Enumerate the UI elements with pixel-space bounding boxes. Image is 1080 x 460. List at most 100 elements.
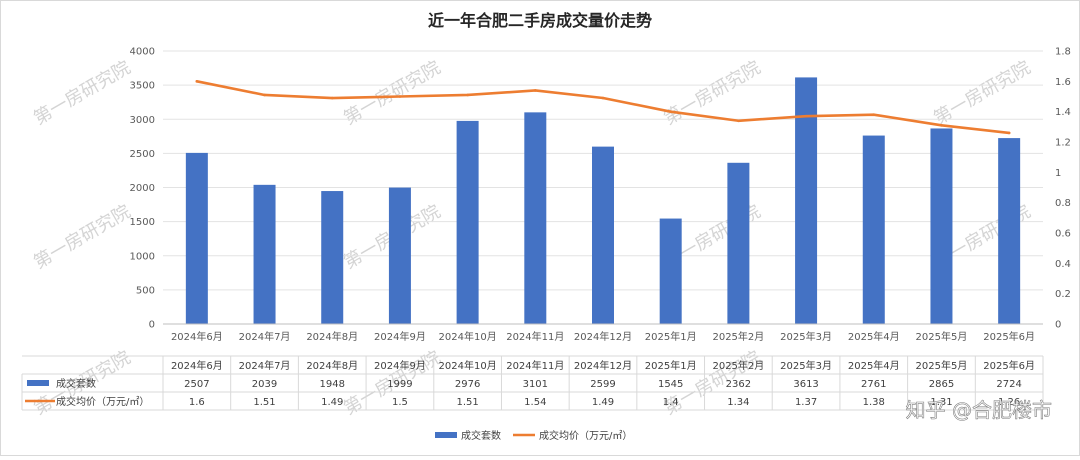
y-right-tick-label: 1.8: [1055, 47, 1071, 58]
line-point: [804, 114, 808, 118]
x-tick-label: 2024年6月: [171, 330, 223, 343]
bar: [524, 112, 547, 324]
bar: [862, 135, 885, 324]
x-tick-label: 2025年1月: [645, 330, 697, 343]
y-right-tick-label: 0.4: [1055, 259, 1071, 270]
table-cell: 1.31: [930, 397, 952, 408]
bar: [456, 120, 479, 324]
x-tick-label: 2024年9月: [374, 330, 426, 343]
table-cell: 1999: [387, 379, 412, 390]
table-cell: 2362: [726, 379, 751, 390]
y-left-tick-label: 4000: [130, 47, 155, 58]
table-cell: 1.49: [592, 397, 614, 408]
line-point: [601, 96, 605, 100]
table-header-cell: 2025年2月: [712, 359, 764, 372]
y-right-tick-label: 0.6: [1055, 229, 1071, 240]
x-tick-label: 2024年8月: [306, 330, 358, 343]
table-cell: 2507: [184, 379, 209, 390]
bar: [659, 218, 682, 324]
table-header-cell: 2025年1月: [645, 359, 697, 372]
table-cell: 1.5: [392, 397, 408, 408]
line-point: [195, 80, 199, 83]
bar: [185, 152, 208, 324]
x-tick-label: 2025年5月: [916, 330, 968, 343]
line-point: [330, 96, 334, 100]
credit-text: 知乎 @合肥楼市: [906, 398, 1052, 422]
table-header-cell: 2025年5月: [916, 359, 968, 372]
line-point: [1007, 131, 1011, 135]
bar: [795, 77, 818, 324]
table-header-cell: 2024年9月: [374, 359, 426, 372]
x-tick-label: 2024年11月: [506, 330, 564, 343]
y-right-tick-label: 0.2: [1055, 289, 1071, 300]
y-right-tick-label: 1: [1055, 168, 1061, 179]
table-cell: 1.49: [321, 397, 343, 408]
table-cell: 1.6: [189, 397, 205, 408]
table-cell: 2724: [996, 379, 1021, 390]
table-cell: 1.51: [253, 397, 275, 408]
line-point: [940, 124, 943, 127]
bar: [930, 128, 953, 324]
x-tick-label: 2025年2月: [712, 330, 764, 343]
bar: [253, 184, 276, 324]
y-right-tick-label: 1.4: [1055, 107, 1071, 118]
table-header-cell: 2024年8月: [306, 359, 358, 372]
table-cell: 3101: [523, 379, 548, 390]
bar: [592, 146, 614, 324]
table-cell: 2039: [252, 379, 277, 390]
table-cell: 1.4: [663, 397, 679, 408]
line-point: [737, 119, 740, 123]
y-left-tick-label: 3000: [130, 115, 155, 126]
x-tick-label: 2024年10月: [439, 330, 497, 343]
chart-title: 近一年合肥二手房成交量价走势: [428, 11, 652, 30]
y-right-tick-label: 1.6: [1055, 77, 1071, 88]
table-cell: 2599: [590, 379, 615, 390]
bar: [321, 191, 344, 324]
table-cell: 1.34: [727, 397, 749, 408]
bar: [998, 138, 1021, 324]
line-point: [669, 110, 672, 113]
y-right-tick-label: 1.2: [1055, 138, 1071, 149]
line-point: [398, 95, 402, 98]
x-tick-label: 2025年6月: [983, 330, 1035, 343]
table-row-swatch: [27, 380, 49, 386]
table-header-cell: 2024年6月: [171, 359, 223, 372]
table-row-label: 成交套数: [56, 377, 96, 390]
x-tick-label: 2024年7月: [239, 330, 291, 343]
legend-swatch-bars: [435, 432, 457, 438]
line-point: [872, 113, 876, 116]
table-cell: 1.54: [524, 397, 546, 408]
x-tick-label: 2024年12月: [574, 330, 632, 343]
line-point: [263, 93, 266, 97]
y-left-tick-label: 3500: [130, 81, 155, 92]
table-cell: 1.51: [456, 397, 478, 408]
bar: [388, 187, 411, 324]
y-left-tick-label: 1500: [130, 217, 155, 228]
table-header-cell: 2025年3月: [780, 359, 832, 372]
table-cell: 1545: [658, 379, 683, 390]
table-header-cell: 2024年12月: [574, 359, 632, 372]
table-row-label: 成交均价（万元/㎡）: [56, 395, 149, 408]
y-left-tick-label: 1000: [130, 251, 155, 262]
table-header-cell: 2024年11月: [506, 359, 564, 372]
bar: [727, 162, 750, 324]
y-left-tick-label: 500: [136, 285, 155, 296]
table-header-cell: 2024年10月: [439, 359, 497, 372]
y-left-tick-label: 2000: [130, 183, 155, 194]
y-right-tick-label: 0: [1055, 320, 1061, 331]
legend-label-line: 成交均价（万元/㎡）: [539, 429, 632, 442]
table-cell: 1.37: [795, 397, 817, 408]
x-tick-label: 2025年3月: [780, 330, 832, 343]
y-right-tick-label: 0.8: [1055, 198, 1071, 209]
table-cell: 2976: [455, 379, 480, 390]
table-header-cell: 2024年7月: [239, 359, 291, 372]
table-cell: 1948: [320, 379, 345, 390]
table-cell: 1.38: [863, 397, 885, 408]
legend-label-bars: 成交套数: [461, 429, 501, 442]
y-left-tick-label: 2500: [130, 149, 155, 160]
table-cell: 2761: [861, 379, 886, 390]
line-point: [466, 93, 469, 97]
table-header-cell: 2025年6月: [983, 359, 1035, 372]
table-cell: 1.26: [998, 397, 1020, 408]
